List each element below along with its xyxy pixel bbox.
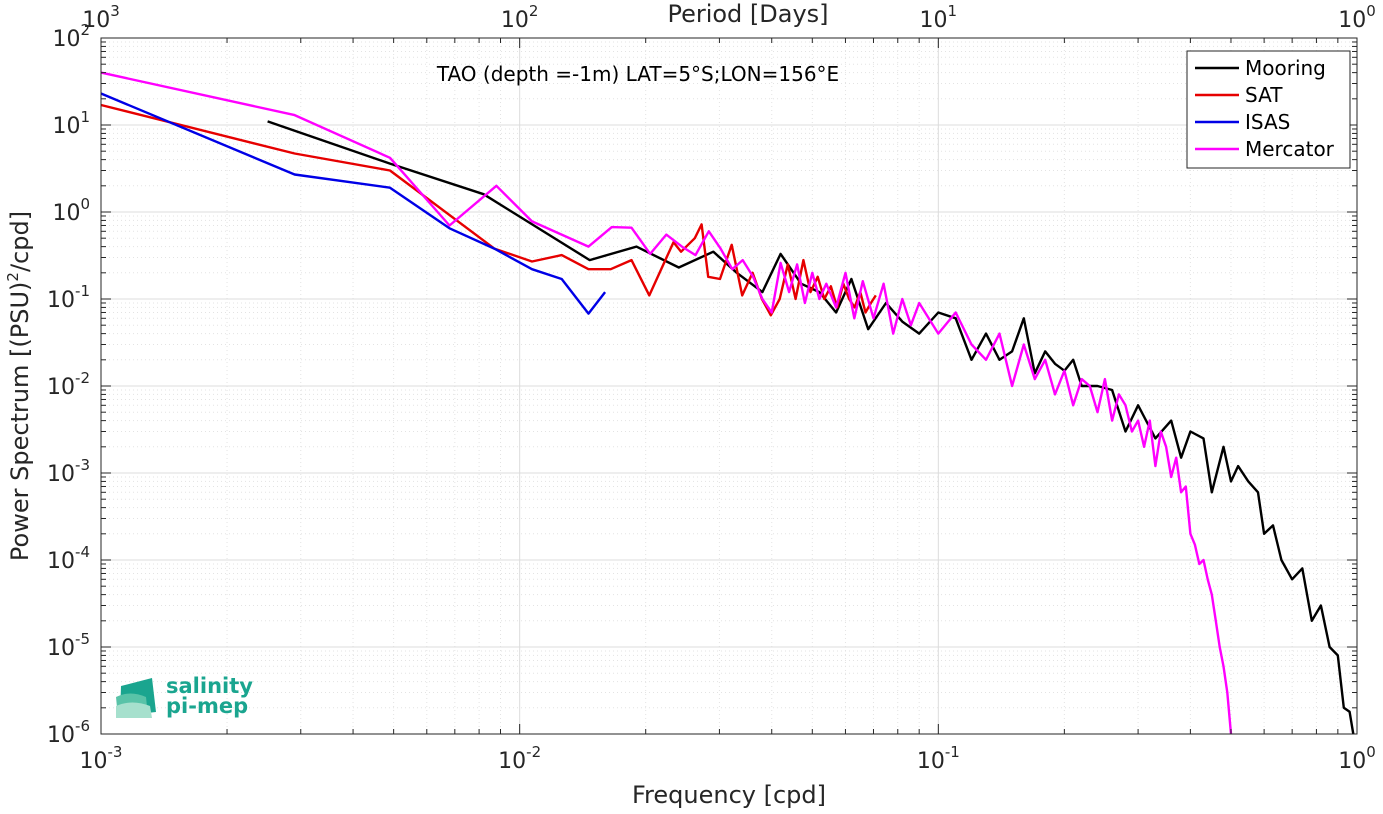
top-tick-label: 102 xyxy=(501,2,539,33)
logo-text-line2: pi-mep xyxy=(166,694,248,718)
logo-waves-icon xyxy=(116,678,156,718)
y-axis-label-sup: 2 xyxy=(4,272,22,282)
y-tick-label: 10-4 xyxy=(47,543,90,574)
y-tick-label: 101 xyxy=(52,108,90,139)
y-tick-label: 10-1 xyxy=(47,282,90,313)
top-tick-label-exponent: 1 xyxy=(948,2,958,20)
top-tick-label-exponent: 2 xyxy=(529,2,539,20)
y-tick-label-base: 10 xyxy=(52,114,80,139)
y-axis-label-tail: /cpd] xyxy=(6,211,34,272)
annotation-text: TAO (depth =-1m) LAT=5°S;LON=156°E xyxy=(436,62,839,86)
y-tick-label-base: 10 xyxy=(47,375,75,400)
x-tick-label-exponent: -3 xyxy=(108,743,123,761)
top-tick-label-base: 10 xyxy=(82,8,110,33)
y-tick-label: 10-2 xyxy=(47,369,90,400)
tick-marks xyxy=(100,38,1357,735)
y-tick-label-exponent: -6 xyxy=(75,717,90,735)
x-tick-label-base: 10 xyxy=(80,749,108,774)
logo-text-line1: salinity xyxy=(166,674,253,698)
y-tick-label-base: 10 xyxy=(52,27,80,52)
x-tick-label-base: 10 xyxy=(498,749,526,774)
y-tick-label-base: 10 xyxy=(47,723,75,748)
top-axis-label: Period [Days] xyxy=(667,0,828,28)
y-tick-label-exponent: -4 xyxy=(75,543,90,561)
y-tick-label: 102 xyxy=(52,21,90,52)
x-tick-label-base: 10 xyxy=(1338,749,1366,774)
legend-label-isas: ISAS xyxy=(1245,110,1290,134)
x-tick-label: 10-3 xyxy=(80,743,123,774)
x-tick-label-exponent: -1 xyxy=(945,743,960,761)
y-tick-label-exponent: 2 xyxy=(80,21,90,39)
x-axis-label: Frequency [cpd] xyxy=(632,781,826,809)
top-tick-label-base: 10 xyxy=(1338,8,1366,33)
y-tick-label-exponent: -2 xyxy=(75,369,90,387)
x-tick-label: 100 xyxy=(1338,743,1376,774)
legend: Mooring SAT ISAS Mercator xyxy=(1186,50,1351,169)
y-axis-label-main: Power Spectrum [(PSU) xyxy=(6,282,34,561)
y-tick-label: 10-3 xyxy=(47,456,90,487)
y-tick-label-exponent: 0 xyxy=(80,195,90,213)
legend-label-mooring: Mooring xyxy=(1245,56,1326,80)
series-line-isas xyxy=(100,92,607,315)
y-tick-label-exponent: -3 xyxy=(75,456,90,474)
x-tick-label-exponent: -2 xyxy=(526,743,541,761)
y-tick-label-base: 10 xyxy=(47,636,75,661)
y-tick-label-base: 10 xyxy=(47,549,75,574)
y-tick-label-exponent: -5 xyxy=(75,630,90,648)
series-lines xyxy=(100,71,1355,735)
y-tick-label-base: 10 xyxy=(52,201,80,226)
y-tick-label-exponent: -1 xyxy=(75,282,90,300)
top-tick-label-base: 10 xyxy=(501,8,529,33)
top-tick-label: 101 xyxy=(920,2,958,33)
series-line-mooring xyxy=(267,120,1355,735)
x-tick-label: 10-1 xyxy=(917,743,960,774)
top-tick-label-base: 10 xyxy=(920,8,948,33)
top-tick-label: 100 xyxy=(1338,2,1376,33)
top-tick-label-exponent: 0 xyxy=(1366,2,1376,20)
series-line-mercator xyxy=(100,71,1233,735)
top-tick-label: 103 xyxy=(82,2,120,33)
logo: salinity pi-mep xyxy=(116,674,253,718)
legend-label-sat: SAT xyxy=(1245,83,1283,107)
x-tick-label: 10-2 xyxy=(498,743,541,774)
y-tick-label: 100 xyxy=(52,195,90,226)
y-axis-label: Power Spectrum [(PSU)2/cpd] xyxy=(4,211,34,561)
x-tick-label-base: 10 xyxy=(917,749,945,774)
x-tick-label-exponent: 0 xyxy=(1366,743,1376,761)
top-tick-label-exponent: 3 xyxy=(110,2,120,20)
y-tick-label-base: 10 xyxy=(47,462,75,487)
legend-label-mercator: Mercator xyxy=(1245,137,1335,161)
grid xyxy=(101,38,1357,734)
y-tick-label-exponent: 1 xyxy=(80,108,90,126)
y-tick-label: 10-6 xyxy=(47,717,90,748)
y-tick-label-base: 10 xyxy=(47,288,75,313)
y-tick-label: 10-5 xyxy=(47,630,90,661)
